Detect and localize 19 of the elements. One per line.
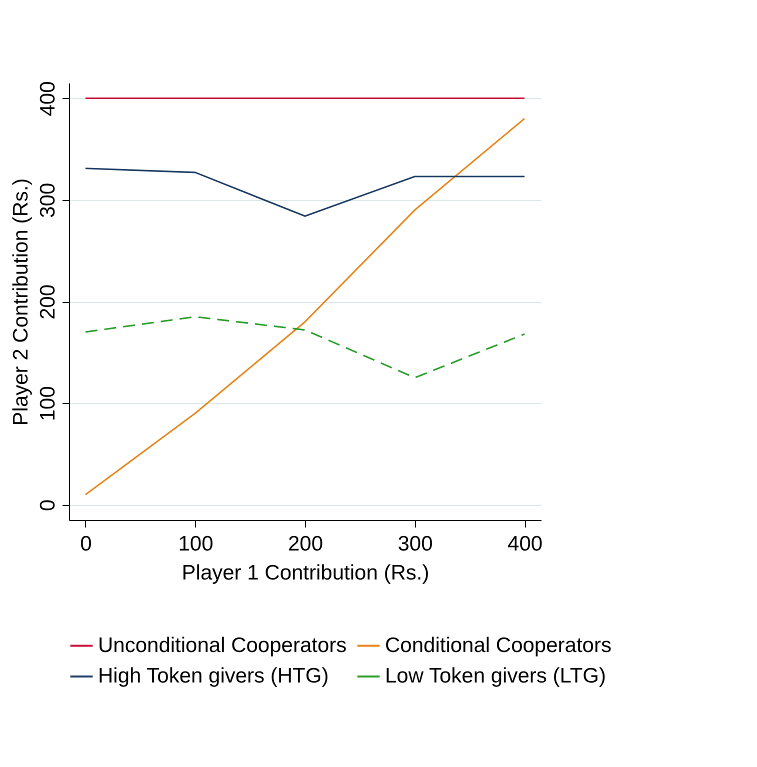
x-tick-label: 400: [508, 532, 543, 556]
legend-label: Unconditional Cooperators: [98, 634, 347, 657]
legend-label: Conditional Cooperators: [385, 634, 612, 657]
y-tick-label: 400: [36, 81, 60, 116]
legend-label: High Token givers (HTG): [98, 664, 329, 688]
line-series: [84, 316, 526, 379]
legend-label: Low Token givers (LTG): [385, 664, 606, 688]
x-tick-label: 300: [398, 532, 433, 556]
x-tick-label: 100: [178, 532, 214, 556]
x-tick-label: 200: [288, 532, 324, 556]
line-series: [84, 118, 526, 496]
y-tick-label: 100: [36, 386, 60, 422]
y-tick-label: 0: [36, 499, 60, 512]
x-axis-title: Player 1 Contribution (Rs.): [182, 562, 430, 584]
y-tick-label: 300: [36, 182, 60, 218]
x-tick-label: 0: [80, 532, 92, 556]
y-tick-label: 200: [36, 284, 60, 320]
y-axis-title: Player 2 Contribution (Rs.): [10, 178, 32, 426]
line-series: [84, 168, 526, 217]
